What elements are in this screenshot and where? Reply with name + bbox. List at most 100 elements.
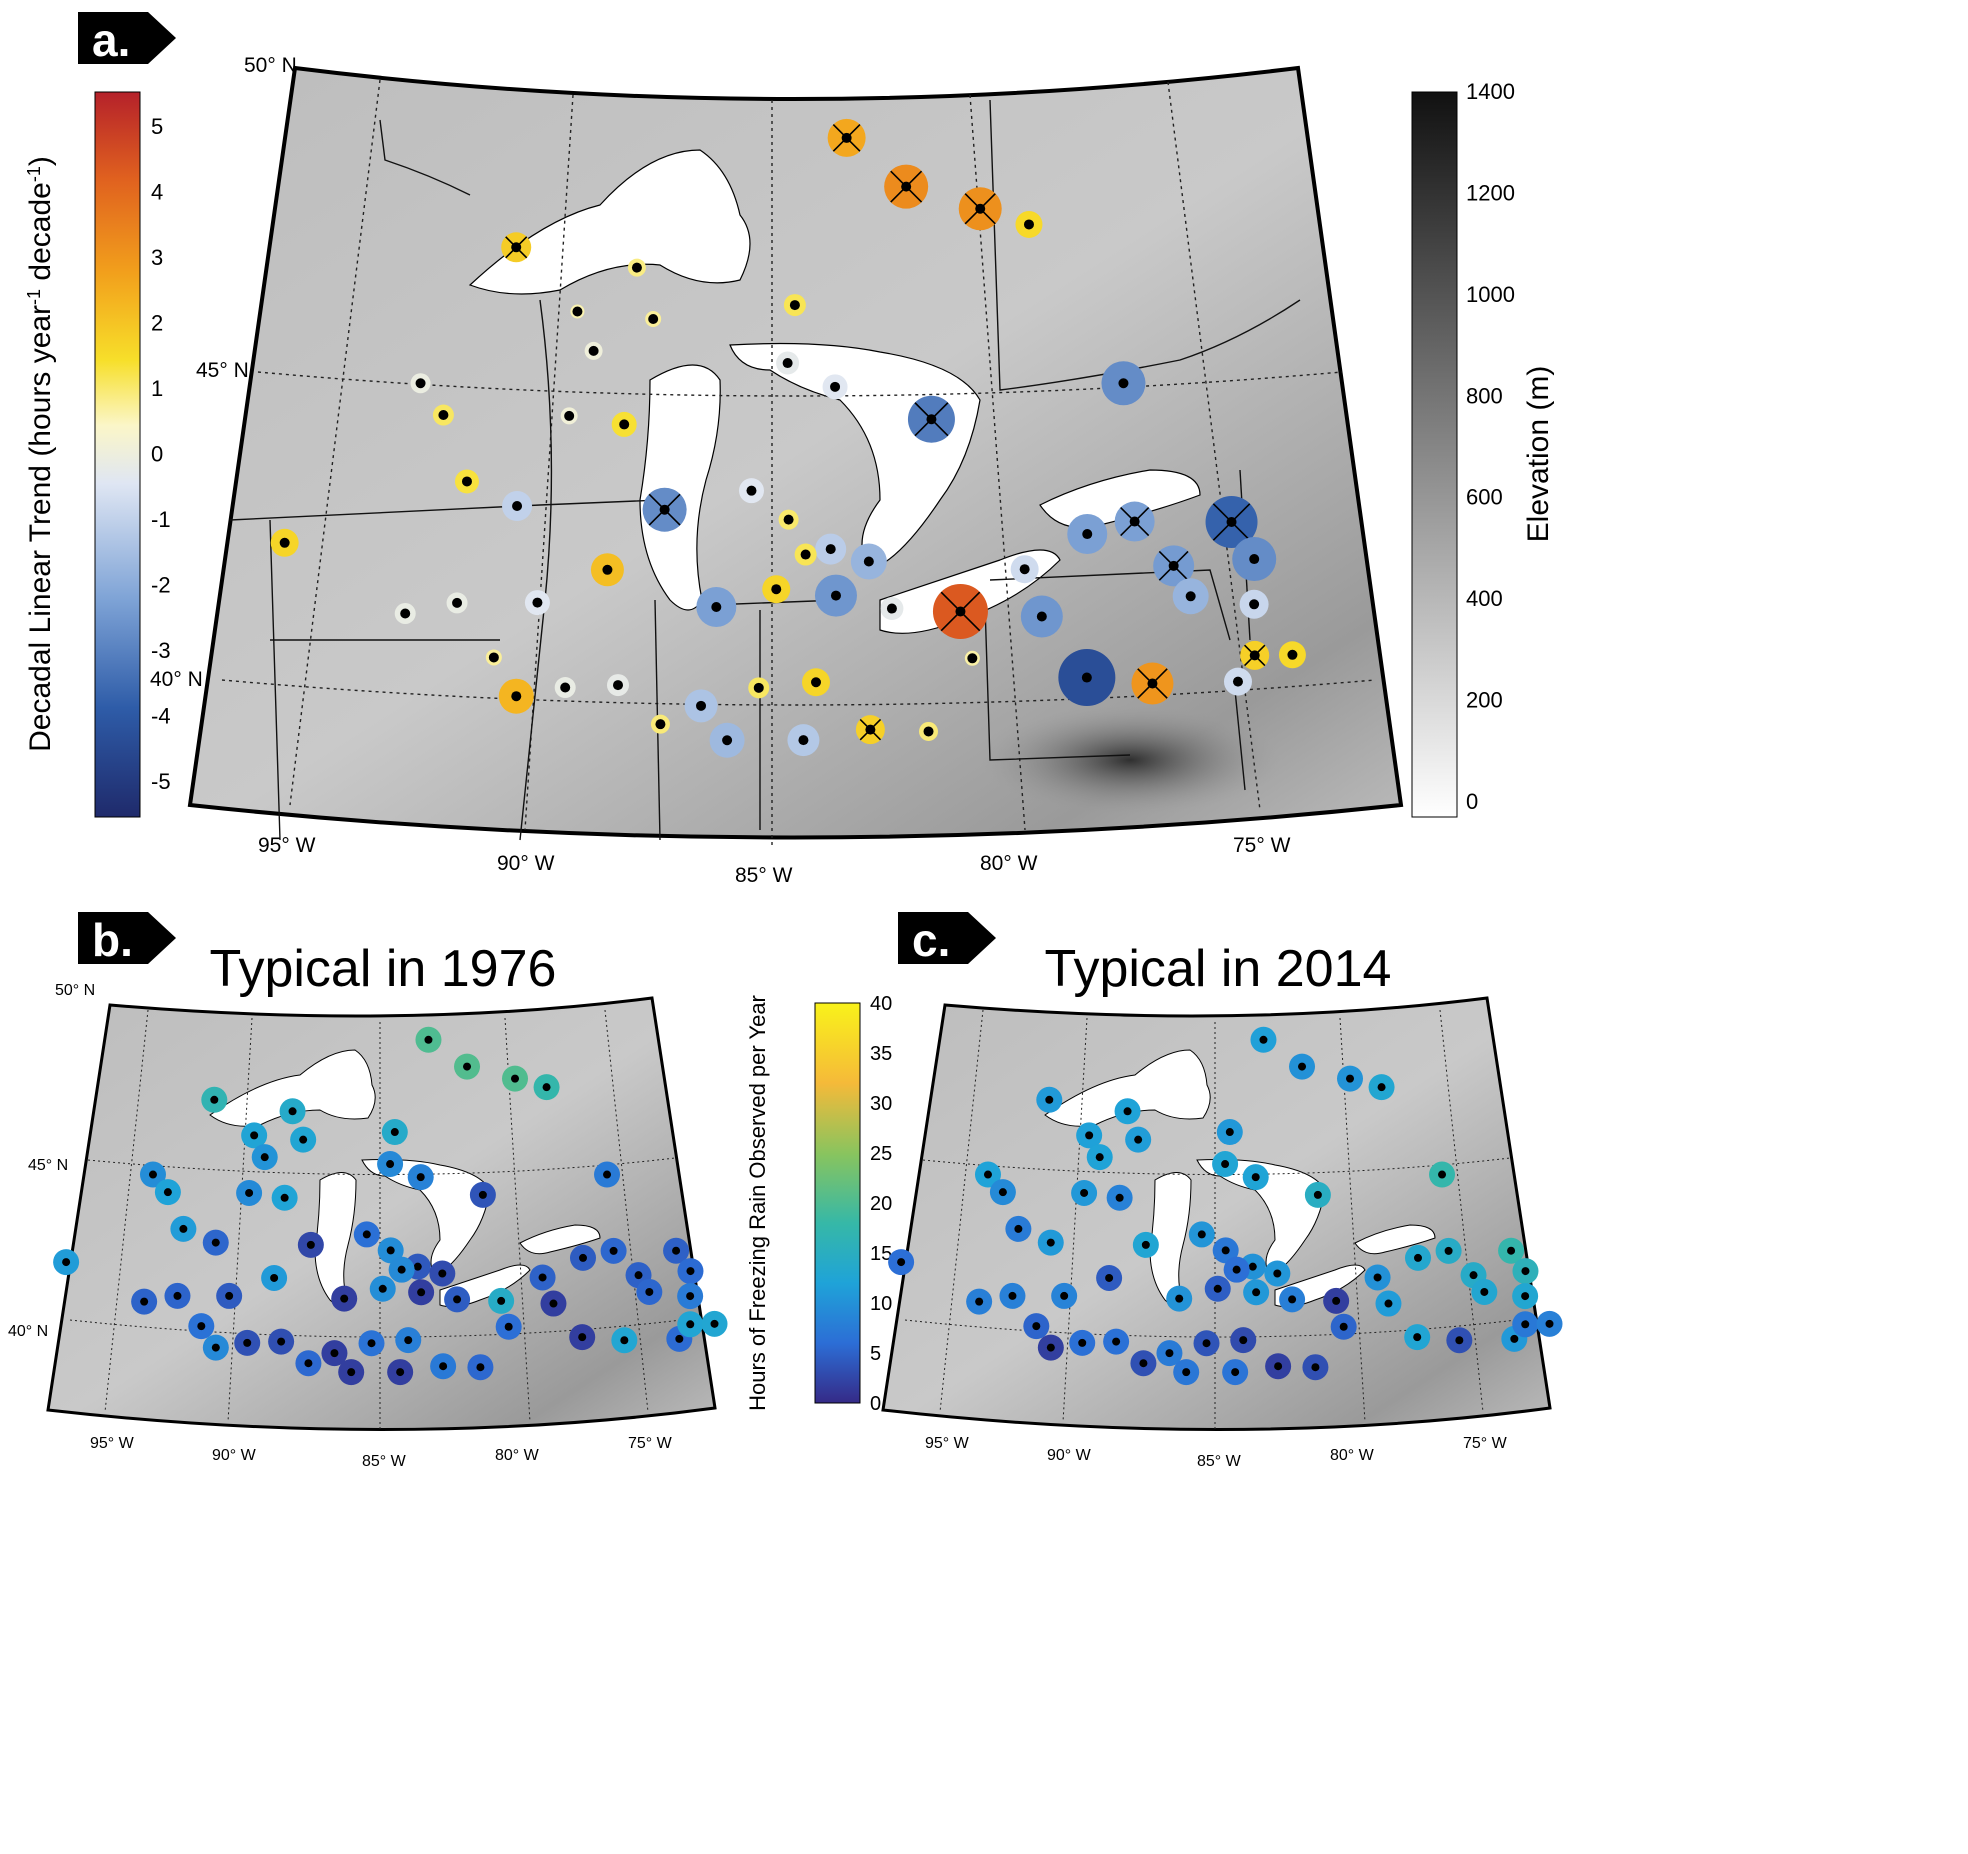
station-marker bbox=[1337, 1065, 1364, 1092]
station-marker bbox=[709, 722, 745, 758]
station-marker bbox=[1250, 1026, 1277, 1053]
station-marker bbox=[1304, 1181, 1331, 1208]
station-marker bbox=[268, 1328, 295, 1355]
hours-colorbar-ticks: 40 35 30 25 20 15 10 5 0 bbox=[870, 993, 892, 1415]
hours-colorbar: 40 35 30 25 20 15 10 5 0 Hours of Freezing Rain … bbox=[745, 993, 892, 1415]
station-marker bbox=[1223, 667, 1252, 696]
elevation-colorbar-tick: 1000 bbox=[1466, 282, 1515, 307]
lat-label-40: 40° N bbox=[150, 668, 203, 691]
panel-b: b. Typical in 1976 50° N 45° N 40° N 95°… bbox=[8, 912, 728, 1470]
station-marker bbox=[1216, 1119, 1243, 1146]
map-a-terrain bbox=[187, 65, 1404, 840]
trend-colorbar-tick: 5 bbox=[151, 114, 163, 139]
map-c-terrain bbox=[881, 996, 1552, 1431]
hours-colorbar-tick: 35 bbox=[870, 1043, 892, 1065]
station-marker bbox=[170, 1215, 197, 1242]
station-marker bbox=[236, 1179, 263, 1206]
map-a-stations bbox=[270, 118, 1306, 758]
elevation-colorbar-gradient bbox=[1411, 91, 1458, 818]
station-marker bbox=[454, 1053, 481, 1080]
station-marker bbox=[524, 590, 550, 616]
lake-ontario-c bbox=[1354, 1224, 1436, 1255]
station-marker bbox=[261, 1264, 288, 1291]
station-marker bbox=[410, 373, 431, 394]
lake-huron bbox=[729, 342, 981, 571]
station-marker bbox=[776, 351, 800, 375]
station-marker bbox=[270, 528, 299, 557]
border-ontario-quebec bbox=[989, 99, 1301, 391]
hours-colorbar-tick: 20 bbox=[870, 1193, 892, 1215]
station-marker bbox=[1193, 1330, 1220, 1357]
hours-colorbar-tick: 25 bbox=[870, 1143, 892, 1165]
station-marker bbox=[251, 1144, 278, 1171]
lat-label-50-b: 50° N bbox=[55, 982, 95, 999]
station-marker bbox=[1005, 1215, 1032, 1242]
map-b-graticule-labels: 50° N 45° N 40° N 95° W 90° W 85° W 80° … bbox=[8, 982, 673, 1470]
lon-label-75-b: 75° W bbox=[628, 1435, 673, 1452]
station-marker bbox=[696, 587, 737, 628]
lake-ontario-b bbox=[519, 1224, 601, 1255]
station-marker bbox=[1264, 1260, 1291, 1287]
lake-superior-c bbox=[1044, 1049, 1211, 1127]
station-marker bbox=[241, 1122, 268, 1149]
lon-label-85-c: 85° W bbox=[1197, 1453, 1242, 1470]
station-marker bbox=[139, 1161, 166, 1188]
panel-c-title: Typical in 2014 bbox=[1045, 940, 1392, 998]
map-a-graticule-labels: 50° N 45° N 40° N 95° W 90° W 85° W 80° … bbox=[150, 54, 1291, 887]
station-marker bbox=[533, 1074, 560, 1101]
station-marker bbox=[495, 1313, 522, 1340]
station-marker bbox=[1096, 1264, 1123, 1291]
station-marker bbox=[590, 553, 624, 587]
lon-label-95: 95° W bbox=[258, 834, 316, 857]
station-marker bbox=[570, 304, 585, 319]
elevation-colorbar-label: Elevation (m) bbox=[1522, 366, 1555, 543]
lon-label-80-b: 80° W bbox=[495, 1447, 540, 1464]
border-ohio-pennsylvania bbox=[984, 604, 1131, 761]
station-marker bbox=[502, 1065, 529, 1092]
station-marker bbox=[1536, 1310, 1563, 1337]
station-marker bbox=[1188, 1221, 1215, 1248]
station-marker bbox=[627, 258, 646, 277]
station-marker bbox=[1471, 1278, 1498, 1305]
lat-label-45-b: 45° N bbox=[28, 1157, 68, 1174]
station-marker bbox=[611, 411, 637, 437]
station-marker bbox=[1172, 578, 1209, 615]
station-marker bbox=[594, 1161, 621, 1188]
station-marker bbox=[501, 232, 532, 263]
station-marker bbox=[381, 1119, 408, 1146]
lon-label-80-c: 80° W bbox=[1330, 1447, 1375, 1464]
station-marker bbox=[1512, 1311, 1539, 1338]
station-marker bbox=[1289, 1053, 1316, 1080]
lake-superior bbox=[468, 149, 751, 295]
meridian-95 bbox=[289, 79, 381, 806]
station-marker bbox=[1071, 1179, 1098, 1206]
station-marker bbox=[467, 1354, 494, 1381]
station-marker bbox=[321, 1340, 348, 1367]
station-marker bbox=[907, 395, 955, 443]
map-c-stations bbox=[888, 1026, 1563, 1386]
station-marker bbox=[1106, 1184, 1133, 1211]
station-marker bbox=[1243, 1279, 1270, 1306]
station-marker bbox=[444, 1286, 471, 1313]
station-marker bbox=[560, 407, 578, 425]
station-marker bbox=[290, 1126, 317, 1153]
station-marker bbox=[1212, 1151, 1239, 1178]
parallel-40 bbox=[221, 679, 1376, 706]
station-marker bbox=[611, 1327, 638, 1354]
lon-label-90-c: 90° W bbox=[1047, 1447, 1092, 1464]
station-marker bbox=[1512, 1258, 1539, 1285]
station-marker bbox=[297, 1231, 324, 1258]
lon-label-75-c: 75° W bbox=[1463, 1435, 1508, 1452]
panel-a-tag: a. bbox=[78, 12, 176, 66]
map-b-graticule bbox=[69, 1009, 699, 1432]
station-marker bbox=[271, 1184, 298, 1211]
station-marker bbox=[1265, 1353, 1292, 1380]
station-marker bbox=[295, 1350, 322, 1377]
station-marker bbox=[677, 1311, 704, 1338]
station-marker bbox=[677, 1258, 704, 1285]
hours-colorbar-tick: 10 bbox=[870, 1293, 892, 1315]
elevation-colorbar: 1400 1200 1000 800 600 400 200 0 Elevation (m) bbox=[1411, 79, 1555, 818]
station-marker bbox=[1020, 595, 1063, 638]
station-marker bbox=[822, 374, 848, 400]
map-c-graticule-labels: 95° W 90° W 85° W 80° W 75° W bbox=[925, 1435, 1508, 1470]
